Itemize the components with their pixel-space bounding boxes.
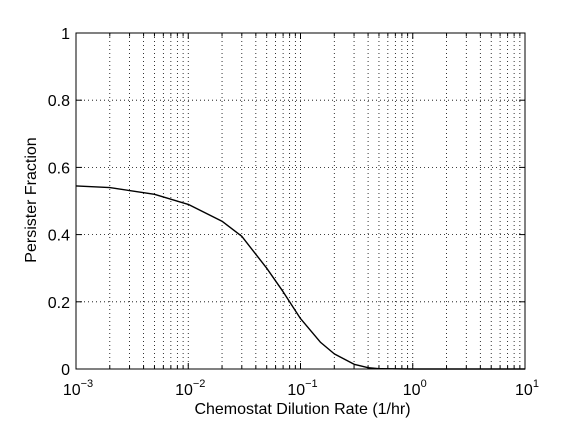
x-tick-label: 10−1 bbox=[287, 378, 317, 399]
y-tick-label: 0 bbox=[61, 362, 70, 379]
x-tick-label: 10−3 bbox=[63, 378, 93, 399]
x-axis-label: Chemostat Dilution Rate (1/hr) bbox=[194, 401, 410, 418]
grid bbox=[76, 33, 525, 369]
y-tick-label: 0.2 bbox=[48, 295, 70, 312]
y-tick-label: 0.6 bbox=[48, 160, 70, 177]
tick-marks bbox=[75, 32, 526, 370]
y-tick-label: 0.8 bbox=[48, 93, 70, 110]
x-tick-label: 100 bbox=[403, 378, 427, 399]
y-tick-label: 1 bbox=[61, 26, 70, 43]
x-tick-label: 101 bbox=[515, 378, 539, 399]
y-axis-label: Persister Fraction bbox=[23, 137, 40, 262]
y-tick-label: 0.4 bbox=[48, 228, 70, 245]
tick-labels: 0 0.2 0.4 0.6 0.8 1 10−3 10−2 10−1 100 101 bbox=[48, 26, 539, 399]
x-tick-label: 10−2 bbox=[175, 378, 205, 399]
